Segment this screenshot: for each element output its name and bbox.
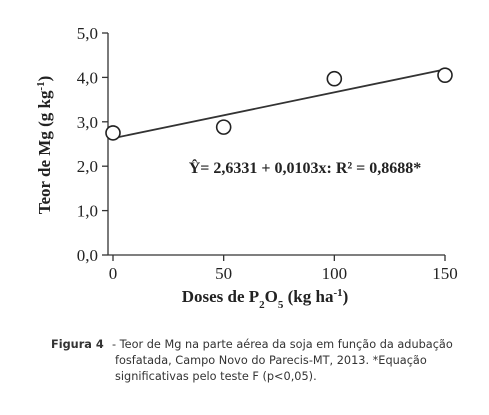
label-part: O [265, 287, 278, 306]
x-tick-label: 100 [322, 264, 348, 283]
x-tick-label: 0 [109, 264, 118, 283]
chart: Ŷ= 2,6331 + 0,0103x: R² = 0,8688* Teor d… [35, 24, 458, 311]
point [437, 67, 453, 83]
x-tick-label: 50 [215, 264, 232, 283]
label-part: -1 [333, 287, 342, 299]
label-part: 2 [259, 299, 265, 311]
y-tick-label: 5,0 [77, 24, 98, 43]
label-part: ) [35, 76, 54, 82]
equation: Ŷ= 2,6331 + 0,0103x: R² = 0,8688* [189, 158, 422, 177]
label-part: -1 [35, 81, 47, 90]
label-part: 5 [278, 299, 284, 311]
fit-line [112, 68, 446, 140]
point [105, 125, 121, 141]
label-part: ) [343, 287, 349, 306]
point [326, 70, 343, 87]
y-tick-label: 0,0 [77, 246, 98, 265]
y-axis-label: Teor de Mg (g kg-1) [35, 76, 54, 215]
x-tick-label: 150 [432, 264, 458, 283]
point [215, 119, 232, 135]
label-part: Doses de P [182, 287, 259, 306]
caption: Figura 4 - Teor de Mg na parte aérea da s… [51, 337, 475, 385]
y-tick-label: 2,0 [77, 157, 98, 176]
y-tick-label: 3,0 [77, 113, 98, 132]
y-tick-label: 1,0 [77, 202, 98, 221]
caption-text: - Teor de Mg na parte aérea da soja em f… [112, 338, 453, 383]
label-part: Teor de Mg (g kg [35, 90, 54, 214]
label-part: (kg ha [283, 287, 334, 306]
x-axis-label: Doses de P2O5 (kg ha-1) [182, 287, 349, 311]
y-tick-label: 4,0 [77, 68, 98, 87]
caption-label: Figura 4 [51, 338, 104, 351]
